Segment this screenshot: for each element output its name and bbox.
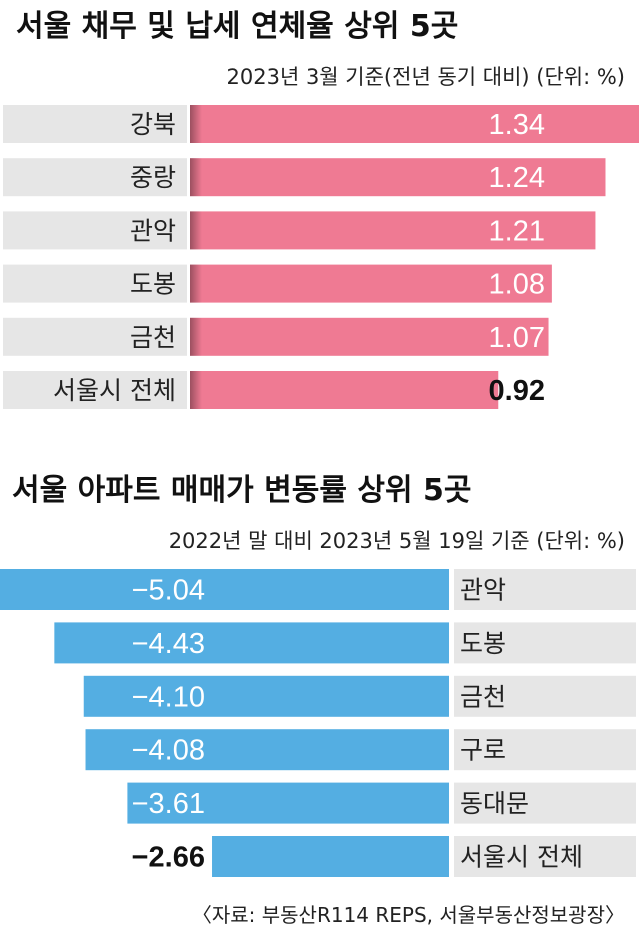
- chart-1-bar: [190, 158, 606, 197]
- chart-1-category-bg: [3, 158, 187, 197]
- chart-1-value-label: 1.07: [489, 322, 545, 354]
- chart-1: 서울 채무 및 납세 연체율 상위 5곳 2023년 3월 기준(전년 동기 대…: [3, 9, 639, 409]
- chart-2-category-bg: [454, 622, 636, 664]
- chart-1-category-label: 도봉: [130, 270, 176, 299]
- chart-1-bar: [190, 105, 639, 143]
- chart-2-category-label: 관악: [460, 576, 506, 605]
- chart-2: 서울 아파트 매매가 변동률 상위 5곳 2022년 말 대비 2023년 5월…: [0, 473, 636, 877]
- chart-2-value-label: −2.66: [132, 842, 205, 874]
- chart-2-category-label: 금천: [460, 682, 506, 711]
- chart-2-bar: [0, 569, 449, 610]
- chart-2-value-label: −4.08: [132, 735, 205, 767]
- chart-1-category-bg: [3, 211, 187, 250]
- chart-1-subtitle: 2023년 3월 기준(전년 동기 대비) (단위: %): [227, 65, 626, 89]
- chart-1-bar-shadow: [190, 158, 202, 197]
- chart-2-category-bg: [454, 836, 636, 877]
- chart-1-value-label: 1.21: [489, 215, 545, 247]
- chart-2-category-label: 서울시 전체: [460, 843, 583, 872]
- chart-2-bar: [127, 782, 450, 824]
- chart-2-category-bg: [454, 569, 636, 610]
- chart-2-subtitle: 2022년 말 대비 2023년 5월 19일 기준 (단위: %): [169, 529, 625, 553]
- chart-2-bar: [85, 729, 450, 771]
- chart-2-category-label: 구로: [460, 736, 506, 765]
- chart-1-category-label: 강북: [130, 110, 176, 139]
- chart-1-bar-shadow: [190, 105, 202, 143]
- chart-1-category-bg: [3, 264, 187, 303]
- chart-2-bar: [54, 622, 449, 664]
- source-note: 〈자료: 부동산R114 REPS, 서울부동산정보광장〉: [192, 903, 625, 927]
- chart-1-bar: [190, 317, 549, 356]
- chart-2-bar: [212, 836, 449, 877]
- chart-2-title: 서울 아파트 매매가 변동률 상위 5곳: [12, 473, 472, 508]
- chart-1-bar-shadow: [190, 371, 202, 409]
- chart-1-title: 서울 채무 및 납세 연체율 상위 5곳: [16, 9, 458, 44]
- chart-2-bars: 관악 −5.04 도봉 −4.43 금천 −4.10 구로 −4.08 동대문 −3.61 서울시 …: [0, 569, 636, 877]
- chart-1-bar: [190, 264, 552, 303]
- chart-1-value-label: 0.92: [489, 375, 545, 407]
- chart-1-category-bg: [3, 317, 187, 356]
- chart-2-category-label: 도봉: [460, 629, 506, 658]
- chart-1-category-label: 금천: [130, 323, 176, 352]
- chart-1-bar-shadow: [190, 264, 202, 303]
- chart-1-value-label: 1.24: [489, 162, 545, 194]
- chart-1-value-label: 1.34: [489, 109, 545, 141]
- chart-2-category-bg: [454, 782, 636, 824]
- chart-1-bar-shadow: [190, 317, 202, 356]
- chart-2-category-bg: [454, 729, 636, 771]
- chart-1-bar: [190, 371, 499, 409]
- chart-1-category-label: 관악: [130, 216, 176, 245]
- chart-1-category-label: 서울시 전체: [53, 376, 176, 405]
- chart-2-value-label: −4.43: [132, 628, 205, 660]
- chart-2-value-label: −4.10: [132, 681, 205, 713]
- chart-1-bars: 강북 1.34 중랑 1.24 관악 1.21 도봉 1.08 금천 1.07 서울시 전체 0.92: [3, 105, 639, 409]
- chart-2-bar: [83, 675, 449, 717]
- chart-2-value-label: −5.04: [132, 575, 205, 607]
- chart-2-category-bg: [454, 675, 636, 717]
- chart-1-category-label: 중랑: [130, 163, 176, 192]
- chart-1-category-bg: [3, 105, 187, 143]
- chart-2-value-label: −3.61: [132, 788, 205, 820]
- chart-1-category-bg: [3, 371, 187, 409]
- chart-1-value-label: 1.08: [489, 269, 545, 301]
- chart-2-category-label: 동대문: [460, 789, 529, 818]
- chart-1-bar: [190, 211, 596, 250]
- chart-1-bar-shadow: [190, 211, 202, 250]
